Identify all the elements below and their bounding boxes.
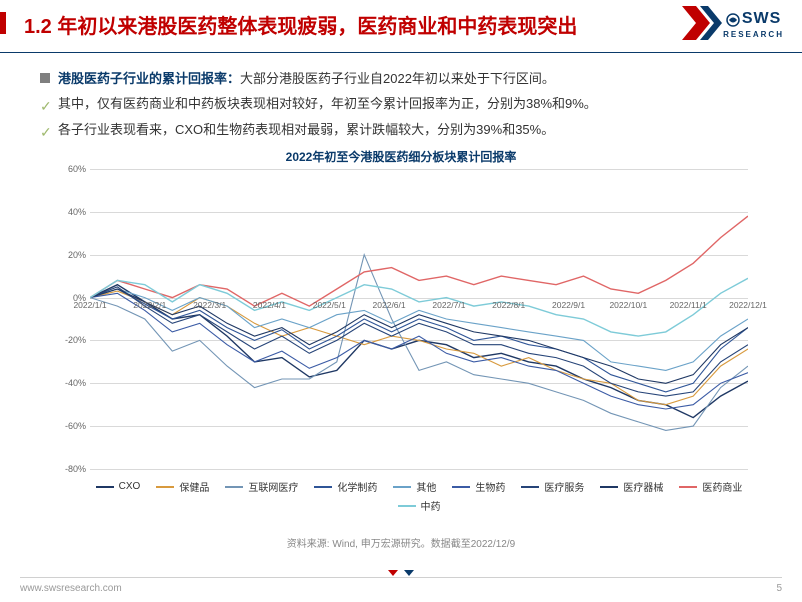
legend-item: 互联网医疗: [225, 479, 298, 494]
logo-icon: [726, 13, 740, 27]
legend-swatch: [600, 486, 618, 488]
x-axis-tick: 2022/1/1: [73, 300, 106, 310]
legend-swatch: [679, 486, 697, 488]
header-divider: [0, 48, 802, 58]
legend-item: 其他: [393, 479, 436, 494]
title-accent-bar: [0, 12, 6, 34]
series-line: [90, 291, 748, 405]
footer-chevron-decoration: [388, 570, 414, 580]
x-axis-tick: 2022/3/1: [193, 300, 226, 310]
legend-item: CXO: [96, 479, 141, 494]
page-title: 1.2 年初以来港股医药整体表现疲弱，医药商业和中药表现突出: [20, 10, 782, 39]
legend-item: 化学制药: [314, 479, 377, 494]
legend-item: 医疗服务: [521, 479, 584, 494]
legend-swatch: [452, 486, 470, 488]
legend-label: 生物药: [475, 479, 505, 494]
legend-swatch: [156, 486, 174, 488]
x-axis-tick: 2022/11/1: [670, 300, 707, 310]
legend-label: 保健品: [179, 479, 209, 494]
series-line: [90, 278, 748, 336]
legend-item: 生物药: [452, 479, 505, 494]
logo-text-sub: RESEARCH: [723, 31, 784, 40]
legend-swatch: [393, 486, 411, 488]
gridline: [90, 469, 748, 470]
chart-title: 2022年初至今港股医药细分板块累计回报率: [0, 148, 802, 165]
bullet-prefix: 港股医药子行业的累计回报率：: [58, 71, 240, 86]
sws-logo: SWS RESEARCH: [723, 10, 784, 40]
x-axis-tick: 2022/10/1: [609, 300, 647, 310]
footer-url: www.swsresearch.com: [20, 583, 122, 594]
bullet-text: 大部分港股医药子行业自2022年初以来处于下行区间。: [240, 71, 555, 86]
bullet-row: 港股医药子行业的累计回报率：大部分港股医药子行业自2022年初以来处于下行区间。: [40, 66, 772, 91]
x-axis-tick: 2022/2/1: [133, 300, 166, 310]
y-axis-tick: -20%: [58, 335, 86, 345]
legend-label: 医疗服务: [544, 479, 584, 494]
x-axis-tick: 2022/6/1: [373, 300, 406, 310]
y-axis-tick: 40%: [58, 207, 86, 217]
bullet-row: ✓其中，仅有医药商业和中药板块表现相对较好，年初至今累计回报率为正，分别为38%…: [40, 91, 772, 116]
bullet-list: 港股医药子行业的累计回报率：大部分港股医药子行业自2022年初以来处于下行区间。…: [0, 58, 802, 142]
header-chevron-decoration: [682, 6, 722, 40]
chart-legend: CXO 保健品 互联网医疗 化学制药 其他 生物药 医疗服务 医疗器械 医药商业中药: [90, 479, 748, 513]
x-axis-tick: 2022/4/1: [253, 300, 286, 310]
legend-label: CXO: [119, 481, 141, 492]
logo-text-main: SWS: [742, 10, 781, 28]
legend-item: 保健品: [156, 479, 209, 494]
legend-label: 中药: [421, 498, 441, 513]
legend-label: 其他: [416, 479, 436, 494]
x-axis-tick: 2022/7/1: [432, 300, 465, 310]
bullet-text: 其中，仅有医药商业和中药板块表现相对较好，年初至今累计回报率为正，分别为38%和…: [58, 96, 597, 111]
x-axis-tick: 2022/9/1: [552, 300, 585, 310]
legend-swatch: [314, 486, 332, 488]
legend-item: 医疗器械: [600, 479, 663, 494]
legend-swatch: [521, 486, 539, 488]
y-axis-tick: 60%: [58, 164, 86, 174]
bullet-text: 各子行业表现看来，CXO和生物药表现相对最弱，累计跌幅较大，分别为39%和35%…: [58, 122, 554, 137]
y-axis-tick: -60%: [58, 421, 86, 431]
x-axis-tick: 2022/8/1: [492, 300, 525, 310]
legend-label: 医药商业: [702, 479, 742, 494]
legend-label: 互联网医疗: [248, 479, 298, 494]
bullet-row: ✓各子行业表现看来，CXO和生物药表现相对最弱，累计跌幅较大，分别为39%和35…: [40, 117, 772, 142]
legend-swatch: [96, 486, 114, 488]
legend-item: 中药: [398, 498, 441, 513]
line-chart: -80%-60%-40%-20%0%20%40%60%2022/1/12022/…: [60, 169, 752, 519]
footer-page-number: 5: [776, 583, 782, 594]
y-axis-tick: -40%: [58, 378, 86, 388]
source-citation: 资料来源: Wind, 申万宏源研究。数据截至2022/12/9: [0, 535, 802, 550]
legend-swatch: [398, 505, 416, 507]
x-axis-tick: 2022/5/1: [313, 300, 346, 310]
series-line: [90, 216, 748, 306]
chart-svg: [90, 169, 748, 469]
bullet-check-icon: ✓: [40, 119, 52, 146]
x-axis-tick: 2022/12/1: [729, 300, 767, 310]
y-axis-tick: 20%: [58, 250, 86, 260]
legend-label: 化学制药: [337, 479, 377, 494]
bullet-square-icon: [40, 73, 50, 83]
y-axis-tick: -80%: [58, 464, 86, 474]
legend-swatch: [225, 486, 243, 488]
legend-item: 医药商业: [679, 479, 742, 494]
legend-label: 医疗器械: [623, 479, 663, 494]
